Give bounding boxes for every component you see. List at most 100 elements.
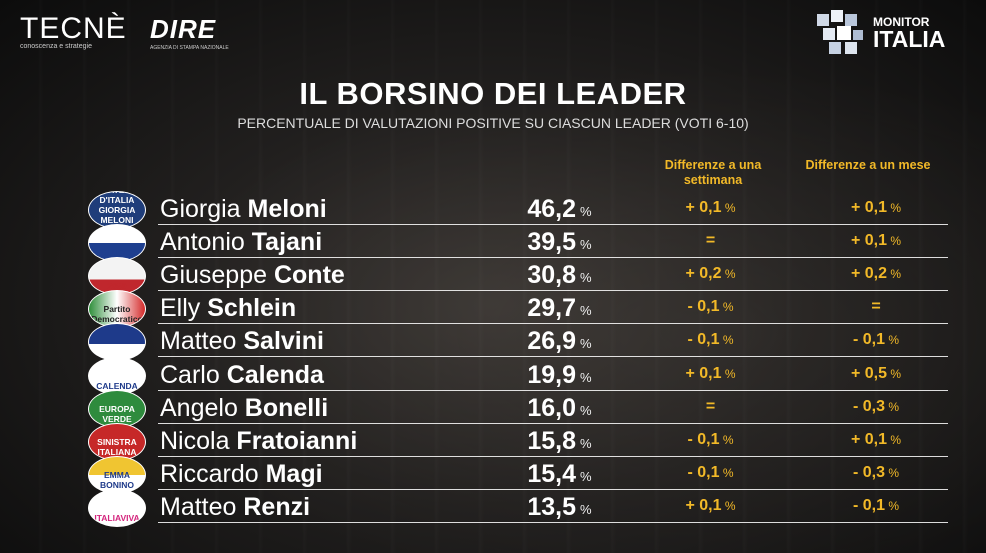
column-header-month: Differenze a un mese <box>805 158 931 172</box>
leader-last-name: Calenda <box>226 360 324 389</box>
party-logo-text: EUROPA VERDE <box>99 403 135 424</box>
month-difference-value: + 0,1 <box>850 430 887 448</box>
week-difference-unit: % <box>721 498 736 513</box>
party-logo: Partito Democratico <box>88 290 146 329</box>
cube-icon <box>817 10 863 54</box>
week-difference: = <box>638 398 783 416</box>
party-logo: BERLUSCONI <box>88 224 146 263</box>
week-difference-unit: % <box>721 201 736 215</box>
party-logo-text: 2050 <box>107 281 127 292</box>
week-difference-value: - 0,1 <box>687 298 720 316</box>
month-difference-unit: % <box>887 366 902 381</box>
leader-last-name: Renzi <box>243 492 311 521</box>
month-difference: - 0,1 % <box>806 497 946 515</box>
leader-first-name: Antonio <box>160 228 252 257</box>
row-separator <box>158 422 948 424</box>
leader-name: Nicola Fratoianni <box>160 427 357 456</box>
leader-first-name: Elly <box>160 294 208 323</box>
week-difference: - 0,1 % <box>638 464 783 482</box>
approval-value: 46,2 <box>527 195 576 223</box>
leader-last-name: Conte <box>273 261 345 290</box>
week-difference: + 0,1 % <box>638 365 783 383</box>
row-separator <box>158 323 948 325</box>
row-separator <box>158 521 948 523</box>
row-separator <box>158 257 948 259</box>
month-difference-value: - 0,3 <box>852 397 885 415</box>
month-difference: - 0,3 % <box>806 398 946 416</box>
party-logo: ITALIAVIVA <box>88 488 146 527</box>
week-difference: - 0,1 % <box>638 331 783 349</box>
column-header-week: Differenze a una settimana <box>664 158 762 187</box>
dire-tagline: AGENZIA DI STAMPA NAZIONALE <box>150 45 229 51</box>
party-logo: CALENDA <box>88 356 146 395</box>
party-logo-text: SALVINI <box>100 347 134 358</box>
approval-value: 30,8 <box>527 261 576 290</box>
party-logo: SINISTRA ITALIANA <box>88 422 146 461</box>
leader-first-name: Giuseppe <box>160 261 274 290</box>
month-difference-unit: % <box>885 498 900 513</box>
approval-value: 15,8 <box>527 426 576 455</box>
leader-row: ITALIAVIVA Matteo Renzi 13,5% + 0,1 % - 0,1 … <box>88 488 948 527</box>
month-difference-unit: % <box>885 465 900 480</box>
month-difference: + 0,2 % <box>806 265 946 283</box>
leader-name: Matteo Renzi <box>160 493 310 522</box>
dire-brand: DIRE <box>150 14 217 44</box>
leader-first-name: Giorgia <box>160 195 248 223</box>
tecne-brand: TECNÈ <box>20 12 127 45</box>
month-difference-value: = <box>871 298 881 316</box>
leader-row: EMMA BONINO Riccardo Magi 15,4% - 0,1 % - 0,… <box>88 455 948 494</box>
month-difference: - 0,1 % <box>806 331 946 349</box>
row-separator <box>158 455 948 457</box>
party-logo: SALVINI <box>88 323 146 362</box>
leader-row: SINISTRA ITALIANA Nicola Fratoianni 15,8% -… <box>88 422 948 461</box>
leader-last-name: Meloni <box>247 195 327 223</box>
row-separator <box>158 290 948 292</box>
month-difference: + 0,1 % <box>806 232 946 250</box>
week-difference-value: - 0,1 <box>687 331 720 349</box>
week-difference-value: + 0,1 <box>685 199 722 216</box>
leader-name: Antonio Tajani <box>160 228 322 257</box>
month-difference: + 0,1 % <box>806 431 946 449</box>
approval-value: 29,7 <box>527 294 576 323</box>
leader-row: EUROPA VERDE Angelo Bonelli 16,0% = - 0,3 % <box>88 389 948 428</box>
approval-unit: % <box>580 468 592 484</box>
week-difference-unit: % <box>719 465 734 480</box>
approval-unit: % <box>580 237 592 253</box>
monitor-italia-logo: MONITOR ITALIA <box>815 8 945 58</box>
tecne-logo: TECNÈ conoscenza e strategie <box>20 12 127 50</box>
leader-last-name: Salvini <box>243 327 324 356</box>
italia-label: ITALIA <box>873 25 946 52</box>
row-separator <box>158 488 948 490</box>
leader-first-name: Riccardo <box>160 459 266 488</box>
week-difference-value: + 0,1 <box>685 364 722 382</box>
week-difference-value: - 0,1 <box>687 463 720 481</box>
month-difference-unit: % <box>887 201 902 215</box>
leader-row: SALVINI Matteo Salvini 26,9% - 0,1 % - 0,1 % <box>88 323 948 362</box>
month-difference: + 0,1 % <box>806 199 946 217</box>
leader-name: Carlo Calenda <box>160 361 324 390</box>
approval-unit: % <box>580 501 592 517</box>
month-difference-unit: % <box>885 399 900 414</box>
dire-logo: DIRE AGENZIA DI STAMPA NAZIONALE <box>150 14 229 51</box>
party-logo-text: BERLUSCONI <box>89 248 146 259</box>
party-logo-text: CALENDA <box>96 380 138 391</box>
week-difference: + 0,1 % <box>638 497 783 515</box>
leader-first-name: Matteo <box>160 327 244 356</box>
month-difference-unit: % <box>887 234 902 249</box>
month-difference-unit: % <box>887 432 902 447</box>
month-difference: = <box>806 298 946 316</box>
month-difference-value: - 0,1 <box>852 496 885 514</box>
leader-row: FRATELLI D'ITALIA GIORGIA MELONI Giorgia … <box>88 191 948 229</box>
leader-last-name: Magi <box>265 459 323 488</box>
week-difference: + 0,1 % <box>638 199 783 217</box>
month-difference-unit: % <box>887 267 902 282</box>
leader-name: Elly Schlein <box>160 294 296 323</box>
row-separator <box>158 224 948 225</box>
party-logo-text: SINISTRA ITALIANA <box>97 436 137 457</box>
row-separator <box>158 389 948 391</box>
approval-value: 13,5 <box>527 492 576 521</box>
approval-value: 39,5 <box>527 228 576 257</box>
approval-value: 16,0 <box>527 393 576 422</box>
party-logo: FRATELLI D'ITALIA GIORGIA MELONI <box>88 191 146 229</box>
approval-unit: % <box>580 336 592 352</box>
